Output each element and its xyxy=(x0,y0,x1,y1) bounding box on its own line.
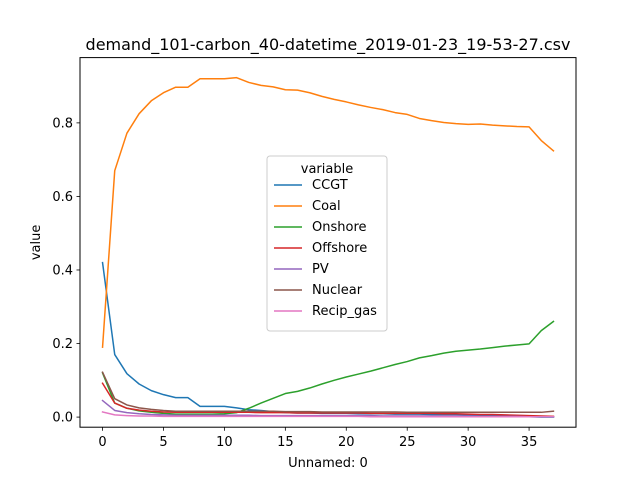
x-ticks: 0 5 10 15 20 25 30 35 xyxy=(98,427,537,450)
y-tick-label: 0.0 xyxy=(52,411,73,426)
x-tick-label: 0 xyxy=(98,435,106,450)
y-tick-label: 0.4 xyxy=(52,263,73,278)
series-line-onshore xyxy=(101,320,555,415)
legend-label-coal: Coal xyxy=(312,199,341,214)
x-tick-label: 10 xyxy=(216,435,233,450)
y-ticks: 0.0 0.2 0.4 0.6 0.8 xyxy=(52,116,80,426)
legend-label-recip-gas: Recip_gas xyxy=(312,304,377,319)
legend-label-ccgt: CCGT xyxy=(312,178,348,193)
series-layer xyxy=(101,76,555,418)
legend-label-nuclear: Nuclear xyxy=(312,283,363,298)
legend-frame xyxy=(266,155,388,332)
x-tick-label: 30 xyxy=(460,435,477,450)
y-tick-label: 0.8 xyxy=(52,116,73,131)
legend-label-pv: PV xyxy=(312,262,329,277)
axes-layer xyxy=(79,57,577,428)
x-axis-label: Unnamed: 0 xyxy=(288,456,368,471)
x-tick-label: 20 xyxy=(338,435,355,450)
y-tick-label: 0.6 xyxy=(52,190,73,205)
series-line-coal xyxy=(101,76,555,349)
x-tick-label: 15 xyxy=(277,435,294,450)
y-tick-label: 0.2 xyxy=(52,337,73,352)
x-tick-label: 35 xyxy=(521,435,538,450)
legend-title: variable xyxy=(301,162,353,177)
legend: variable CCGT Coal Onshore Offshore PV Nuclea… xyxy=(266,155,388,332)
series-line-recip-gas xyxy=(101,411,555,418)
series-line-offshore xyxy=(101,382,555,418)
legend-label-onshore: Onshore xyxy=(312,220,367,235)
plot-frame xyxy=(79,57,577,428)
legend-label-offshore: Offshore xyxy=(312,241,367,256)
x-tick-label: 5 xyxy=(159,435,167,450)
series-line-nuclear xyxy=(101,371,555,414)
x-tick-label: 25 xyxy=(399,435,416,450)
chart-title: demand_101-carbon_40-datetime_2019-01-23… xyxy=(86,35,571,55)
y-axis-label: value xyxy=(29,225,44,261)
